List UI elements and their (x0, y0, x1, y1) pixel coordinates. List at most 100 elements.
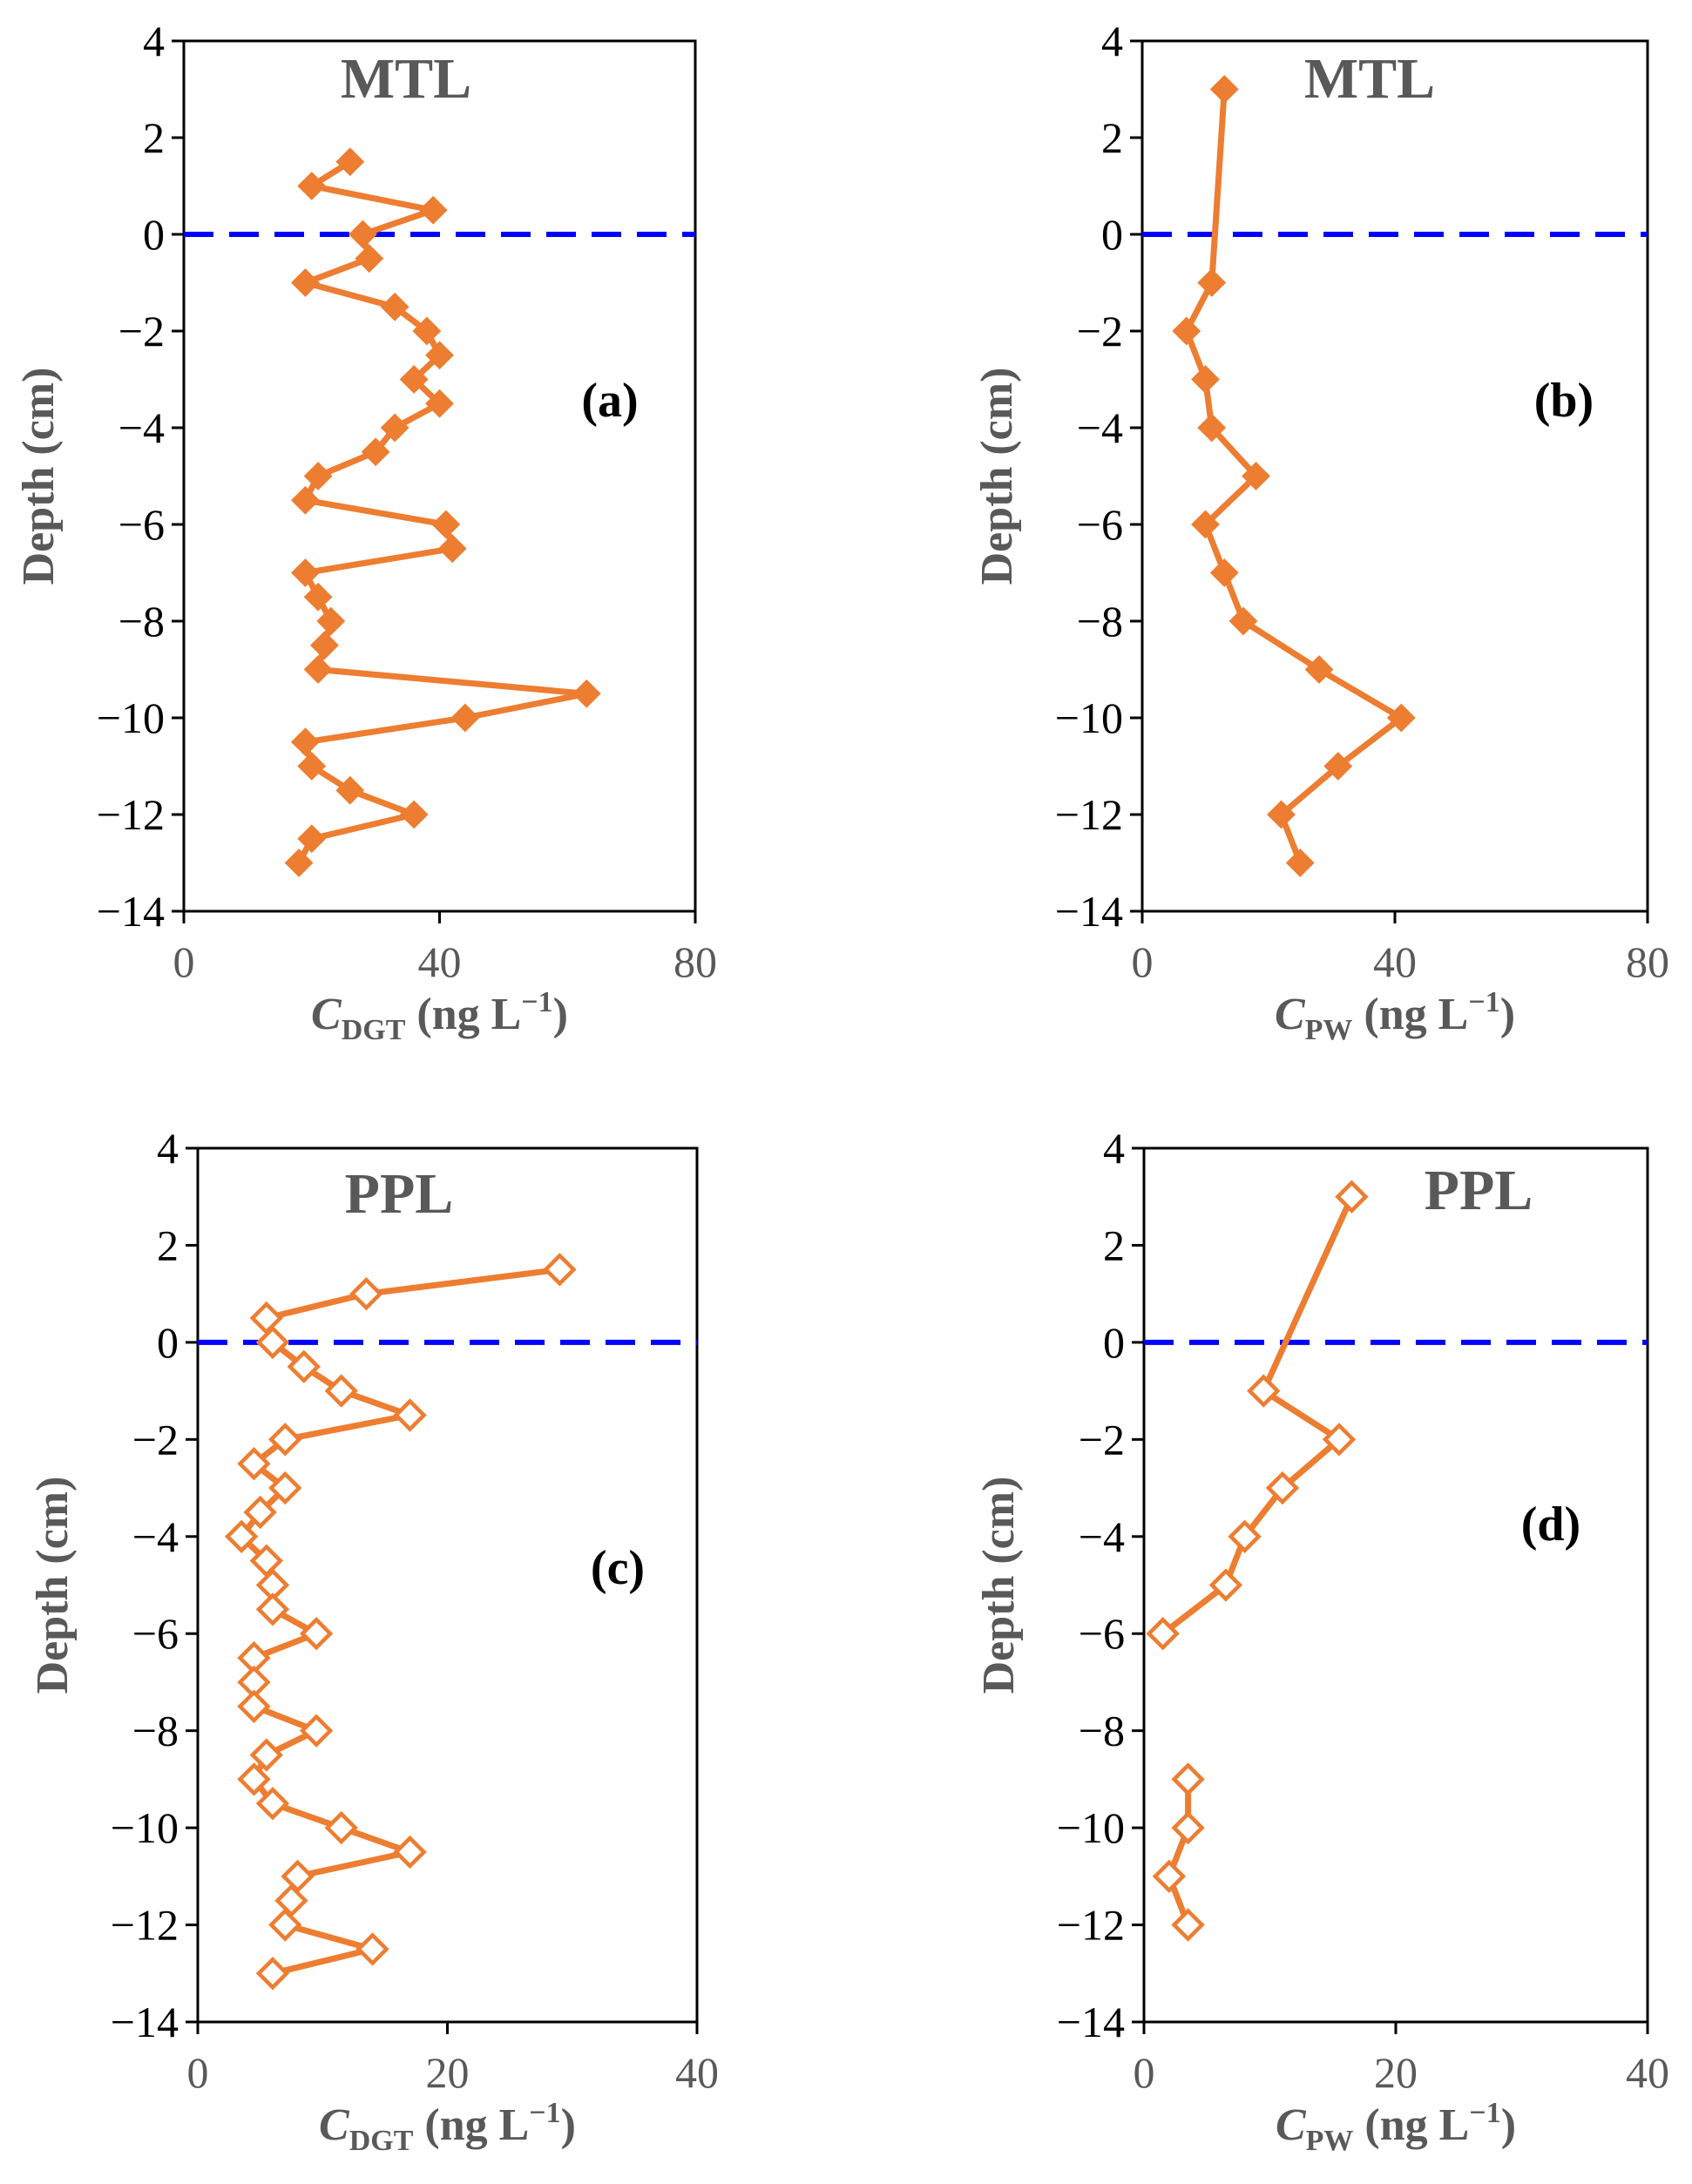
y-tick-label: 4 (157, 1124, 179, 1173)
data-point (361, 437, 390, 467)
data-point (268, 1471, 302, 1505)
x-axis-title-xlabel_close: ) (553, 990, 568, 1039)
y-tick-label: −12 (97, 790, 165, 839)
data-point (399, 800, 429, 829)
y-tick-label: 0 (1101, 210, 1123, 259)
data-point (1171, 1762, 1205, 1796)
data-point (310, 631, 339, 660)
x-tick-label: 0 (173, 937, 195, 986)
series-line (1166, 1779, 1192, 1926)
data-point (299, 1617, 334, 1651)
data-point (431, 510, 461, 539)
data-point (284, 849, 314, 877)
data-point (355, 244, 384, 274)
x-axis-title-xlabel_close: ) (1501, 2100, 1516, 2150)
y-tick-label: −10 (111, 1803, 179, 1852)
data-point (297, 824, 327, 854)
y-tick-label: −8 (132, 1707, 179, 1755)
data-point (243, 1495, 277, 1530)
data-point (290, 727, 320, 757)
y-tick-label: −4 (132, 1512, 179, 1561)
x-axis-title-xlabel_sup: −1 (1468, 986, 1499, 1018)
y-tick-label: −12 (1057, 1901, 1125, 1950)
y-tick-label: −8 (1077, 597, 1123, 646)
data-point (1208, 1568, 1243, 1602)
x-axis-title-xlabel_main: C (1276, 2100, 1307, 2150)
data-point (349, 220, 377, 249)
data-point (1267, 800, 1296, 829)
y-axis-title: Depth (cm) (28, 1477, 78, 1694)
data-point (324, 1374, 358, 1408)
y-tick-label: −6 (132, 1609, 179, 1658)
data-point (237, 1447, 271, 1481)
x-axis-title-xlabel_sub: PW (1306, 2125, 1354, 2157)
data-point (393, 1398, 427, 1432)
series-line (1183, 89, 1404, 864)
data-point (316, 606, 346, 636)
panel-label: (c) (591, 1541, 645, 1595)
y-axis-title: Depth (cm) (972, 368, 1022, 585)
panel-label: (a) (581, 374, 638, 428)
y-tick-label: 0 (1103, 1318, 1125, 1367)
data-point (255, 1787, 290, 1821)
series-line (1161, 1195, 1355, 1636)
data-point (303, 655, 333, 684)
data-point (380, 413, 409, 443)
data-point (290, 268, 320, 297)
data-point (1146, 1617, 1180, 1651)
x-tick-label: 20 (426, 2048, 470, 2097)
data-point (1285, 849, 1315, 877)
data-point (1197, 268, 1227, 297)
y-tick-label: −10 (1055, 693, 1123, 742)
y-tick-label: −2 (118, 307, 165, 355)
x-axis-title-xlabel_unit: (ng L (405, 990, 521, 1039)
site-annotation: MTL (341, 47, 471, 111)
y-axis-title: Depth (cm) (14, 368, 64, 585)
x-axis-title-xlabel_main: C (311, 990, 342, 1039)
y-tick-label: 4 (1101, 17, 1123, 65)
data-point (1247, 1374, 1281, 1408)
data-point (1172, 316, 1201, 346)
y-tick-label: −4 (118, 403, 165, 452)
y-tick-label: 2 (157, 1220, 179, 1269)
data-point (249, 1738, 283, 1772)
data-point (412, 316, 442, 346)
data-point (1323, 752, 1353, 781)
data-point (1152, 1859, 1187, 1894)
y-tick-label: −6 (118, 500, 165, 549)
data-point (281, 1859, 315, 1894)
data-point (450, 703, 480, 733)
y-tick-label: −8 (1079, 1707, 1125, 1755)
y-tick-label: −8 (118, 597, 165, 646)
panel-label: (b) (1534, 374, 1594, 428)
data-point (1191, 510, 1220, 539)
data-point (303, 582, 333, 612)
x-axis-title: CPW (ng L−1) (1275, 986, 1515, 1046)
data-point (349, 1276, 383, 1311)
y-tick-label: −12 (1055, 790, 1123, 839)
x-tick-label: 20 (1374, 2048, 1418, 2097)
x-tick-label: 0 (1134, 2048, 1155, 2097)
data-point (290, 485, 320, 515)
x-tick-label: 80 (1626, 937, 1669, 986)
data-point (355, 1932, 389, 1966)
data-point (268, 1423, 302, 1457)
y-tick-label: −10 (1057, 1803, 1125, 1852)
x-tick-label: 80 (673, 937, 717, 986)
data-point (255, 1325, 290, 1360)
x-axis-title-xlabel_sub: DGT (342, 1014, 406, 1046)
y-tick-label: −2 (1079, 1415, 1125, 1464)
y-tick-label: −14 (1055, 887, 1123, 936)
data-point (237, 1689, 271, 1723)
x-tick-label: 0 (187, 2048, 209, 2097)
data-point (268, 1908, 302, 1942)
data-point (1242, 462, 1270, 490)
data-point (297, 172, 327, 200)
series-line (296, 159, 590, 865)
y-tick-label: −6 (1079, 1609, 1125, 1658)
y-tick-label: 2 (1101, 113, 1123, 162)
data-point (1191, 365, 1220, 394)
